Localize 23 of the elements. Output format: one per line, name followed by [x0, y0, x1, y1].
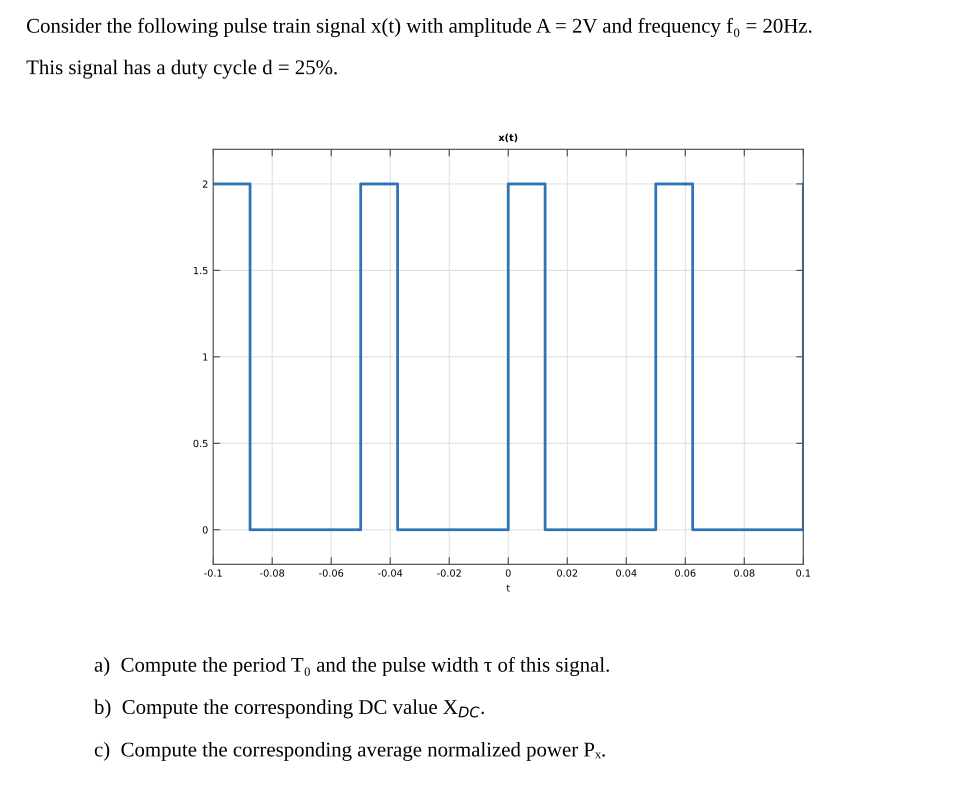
x-tick-label: -0.02 [437, 569, 461, 577]
y-tick-label: 0.5 [194, 440, 208, 448]
x-axis-title: t [506, 584, 510, 592]
y-tick-label: 2 [202, 180, 208, 188]
text: c) Compute the corresponding average normalized power Pₓ. [94, 742, 605, 761]
y-tick-label: 1 [203, 353, 208, 361]
x-tick-label: -0.1 [204, 569, 222, 577]
text: a) Compute the period T₀ and the pulse width τ of this signal. [94, 656, 609, 676]
x-tick-label: 0.08 [734, 569, 754, 577]
x-tick-label: 0.02 [557, 569, 578, 577]
y-tick-label: 1.5 [194, 266, 208, 274]
x-tick-label: 0.04 [616, 569, 637, 577]
text: Consider the following pulse train signal x(t) with amplitude A = 2V and frequency f₀ = 20Hz. [27, 18, 812, 38]
x-tick-label: -0.06 [319, 569, 344, 577]
y-tick-label: 0 [202, 526, 208, 534]
text: b) Compute the corresponding DC value X$_{DC}$. [94, 699, 484, 718]
x-tick-label: 0.06 [675, 569, 696, 577]
chart-title: x(t) [498, 134, 518, 142]
text: This signal has a duty cycle d = 25%. [26, 60, 337, 79]
x-tick-label: -0.08 [260, 569, 284, 577]
x-tick-label: -0.04 [378, 569, 402, 577]
x-tick-label: 0.1 [796, 569, 810, 577]
x-tick-label: 0 [506, 569, 511, 577]
